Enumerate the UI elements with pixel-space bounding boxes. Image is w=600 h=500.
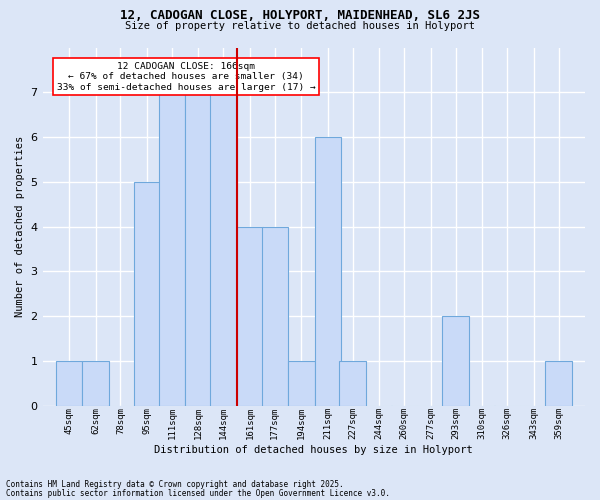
Y-axis label: Number of detached properties: Number of detached properties: [15, 136, 25, 318]
Text: 12 CADOGAN CLOSE: 166sqm
← 67% of detached houses are smaller (34)
33% of semi-d: 12 CADOGAN CLOSE: 166sqm ← 67% of detach…: [57, 62, 316, 92]
Bar: [340, 361, 366, 406]
Text: 12, CADOGAN CLOSE, HOLYPORT, MAIDENHEAD, SL6 2JS: 12, CADOGAN CLOSE, HOLYPORT, MAIDENHEAD,…: [120, 9, 480, 22]
Bar: [185, 92, 212, 406]
Bar: [236, 226, 263, 406]
Text: Contains HM Land Registry data © Crown copyright and database right 2025.: Contains HM Land Registry data © Crown c…: [6, 480, 344, 489]
Bar: [442, 316, 469, 406]
Bar: [314, 137, 341, 406]
Bar: [82, 361, 109, 406]
Text: Size of property relative to detached houses in Holyport: Size of property relative to detached ho…: [125, 21, 475, 31]
Bar: [158, 92, 185, 406]
Bar: [56, 361, 82, 406]
Text: Contains public sector information licensed under the Open Government Licence v3: Contains public sector information licen…: [6, 488, 390, 498]
Bar: [210, 92, 236, 406]
Bar: [134, 182, 160, 406]
Bar: [262, 226, 288, 406]
X-axis label: Distribution of detached houses by size in Holyport: Distribution of detached houses by size …: [154, 445, 473, 455]
Bar: [545, 361, 572, 406]
Bar: [288, 361, 314, 406]
